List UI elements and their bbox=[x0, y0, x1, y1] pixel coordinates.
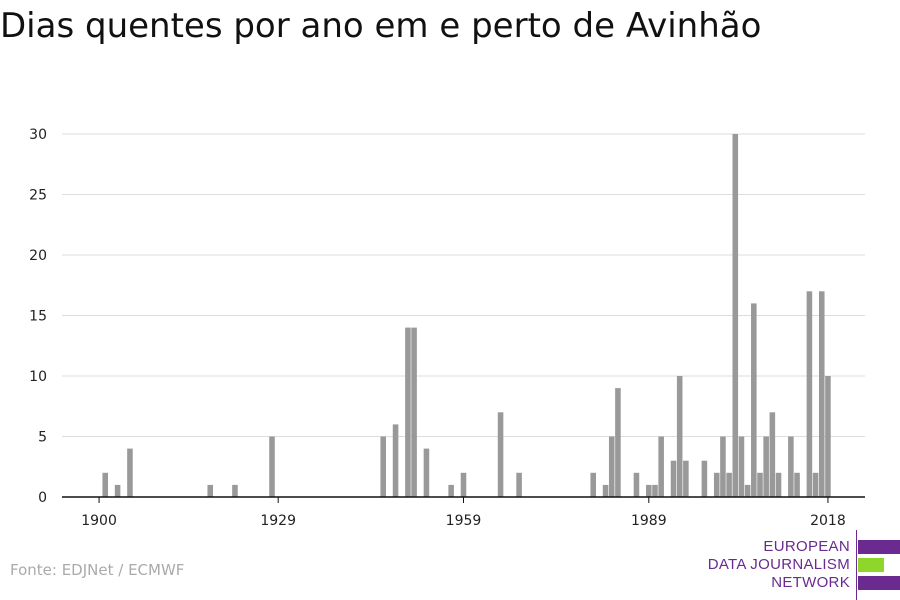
x-tick-label-1929: 1929 bbox=[260, 513, 296, 529]
bar-1991 bbox=[658, 436, 664, 497]
bar-2008 bbox=[763, 436, 769, 497]
logo-line-european: EUROPEAN bbox=[763, 538, 850, 555]
logo-bar-purple-top bbox=[858, 540, 900, 554]
bar-1980 bbox=[590, 472, 596, 497]
bars bbox=[102, 134, 831, 497]
y-axis-tick-labels: 0 5 10 15 20 25 30 bbox=[29, 127, 47, 506]
logo-line-data-journalism: DATA JOURNALISM bbox=[707, 556, 850, 573]
bar-1993 bbox=[670, 460, 677, 497]
bar-2001 bbox=[720, 436, 726, 497]
logo-bar-purple-bottom bbox=[858, 576, 900, 590]
bar-2006 bbox=[751, 303, 757, 497]
bar-1950 bbox=[405, 327, 411, 497]
x-axis-ticks: 1900 1929 1959 1989 2018 bbox=[81, 497, 846, 529]
bar-1982 bbox=[602, 484, 609, 497]
bar-1965 bbox=[497, 412, 504, 497]
bar-1959 bbox=[460, 472, 467, 497]
y-tick-label-20: 20 bbox=[29, 248, 47, 264]
bar-2016 bbox=[812, 472, 819, 497]
bar-1994 bbox=[676, 376, 683, 497]
logo-line-network: NETWORK bbox=[771, 574, 850, 591]
x-tick-label-1900: 1900 bbox=[81, 513, 117, 529]
bar-2012 bbox=[788, 436, 794, 497]
y-tick-label-15: 15 bbox=[29, 309, 47, 325]
bar-1951 bbox=[411, 327, 417, 497]
bar-1953 bbox=[423, 448, 430, 497]
x-tick-label-2018: 2018 bbox=[810, 513, 846, 529]
bar-2009 bbox=[769, 412, 776, 497]
bar-1946 bbox=[380, 436, 386, 497]
bar-2007 bbox=[757, 472, 763, 497]
bar-1922 bbox=[232, 484, 238, 497]
grid-lines bbox=[62, 133, 865, 437]
bar-1957 bbox=[448, 484, 454, 497]
bar-2004 bbox=[738, 436, 745, 497]
bar-2000 bbox=[713, 472, 720, 497]
edjnet-logo: EUROPEAN DATA JOURNALISM NETWORK bbox=[700, 528, 900, 600]
bar-1903 bbox=[114, 484, 121, 497]
bar-1990 bbox=[652, 484, 658, 497]
bar-1989 bbox=[646, 484, 652, 497]
bar-1905 bbox=[127, 448, 133, 497]
bar-2013 bbox=[794, 472, 800, 497]
bar-2017 bbox=[818, 291, 825, 497]
bar-1983 bbox=[608, 436, 615, 497]
chart-title: Dias quentes por ano em e perto de Avinh… bbox=[0, 6, 762, 46]
logo-bar-green bbox=[858, 558, 884, 572]
y-tick-label-25: 25 bbox=[29, 188, 47, 204]
bar-2002 bbox=[726, 472, 732, 497]
y-tick-label-0: 0 bbox=[38, 490, 47, 506]
bar-2010 bbox=[775, 472, 782, 497]
bar-1998 bbox=[701, 460, 708, 497]
bar-1948 bbox=[392, 424, 399, 497]
bar-1918 bbox=[207, 484, 214, 497]
x-tick-label-1989: 1989 bbox=[631, 513, 667, 529]
y-tick-label-5: 5 bbox=[38, 430, 47, 446]
bar-2015 bbox=[806, 291, 813, 497]
bar-1987 bbox=[633, 472, 640, 497]
bar-1901 bbox=[102, 472, 109, 497]
y-tick-label-30: 30 bbox=[29, 127, 47, 143]
bar-2018 bbox=[825, 376, 831, 497]
bar-1928 bbox=[269, 436, 275, 497]
y-tick-label-10: 10 bbox=[29, 369, 47, 385]
logo-divider bbox=[856, 530, 857, 600]
x-tick-label-1959: 1959 bbox=[446, 513, 482, 529]
source-note: Fonte: EDJNet / ECMWF bbox=[10, 561, 185, 579]
bar-2003 bbox=[732, 134, 739, 497]
bar-2005 bbox=[744, 484, 751, 497]
bar-1995 bbox=[683, 460, 689, 497]
bar-1984 bbox=[615, 388, 621, 497]
bar-1968 bbox=[516, 472, 522, 497]
